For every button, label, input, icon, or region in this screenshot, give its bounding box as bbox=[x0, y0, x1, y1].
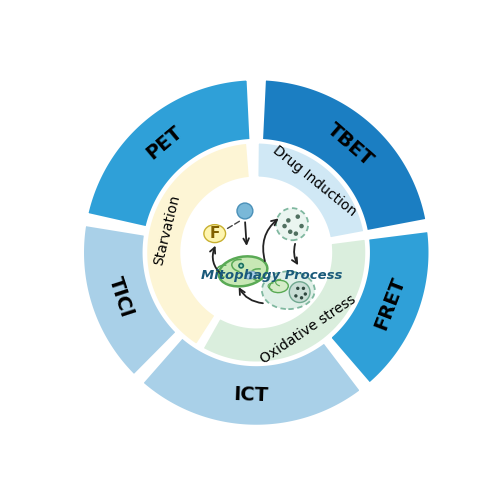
Text: F: F bbox=[210, 226, 220, 241]
Text: PET: PET bbox=[142, 122, 186, 164]
Polygon shape bbox=[146, 142, 250, 346]
Text: Mitophagy Process: Mitophagy Process bbox=[200, 268, 342, 281]
Circle shape bbox=[304, 292, 307, 296]
Polygon shape bbox=[330, 230, 430, 384]
Ellipse shape bbox=[204, 224, 226, 242]
Ellipse shape bbox=[262, 272, 315, 309]
Polygon shape bbox=[202, 238, 366, 363]
Polygon shape bbox=[262, 79, 427, 232]
Text: TBET: TBET bbox=[323, 120, 377, 170]
Polygon shape bbox=[254, 142, 256, 178]
Text: Drug Induction: Drug Induction bbox=[270, 142, 359, 218]
Circle shape bbox=[300, 296, 303, 300]
Text: Starvation: Starvation bbox=[151, 194, 182, 267]
Circle shape bbox=[300, 224, 304, 228]
Circle shape bbox=[182, 179, 330, 326]
Circle shape bbox=[237, 203, 253, 219]
Circle shape bbox=[276, 208, 308, 240]
Circle shape bbox=[302, 286, 305, 290]
Text: FRET: FRET bbox=[371, 274, 408, 333]
Circle shape bbox=[296, 286, 300, 290]
Circle shape bbox=[296, 214, 300, 219]
Polygon shape bbox=[82, 224, 177, 376]
Circle shape bbox=[282, 224, 287, 228]
Polygon shape bbox=[142, 337, 362, 426]
Text: TICl: TICl bbox=[105, 274, 136, 320]
Ellipse shape bbox=[218, 256, 268, 286]
Text: Oxidative stress: Oxidative stress bbox=[258, 292, 358, 366]
Ellipse shape bbox=[270, 280, 288, 292]
Polygon shape bbox=[87, 79, 251, 228]
Text: ICT: ICT bbox=[234, 386, 269, 406]
Circle shape bbox=[294, 294, 298, 298]
Polygon shape bbox=[257, 142, 365, 239]
Circle shape bbox=[290, 282, 310, 302]
Ellipse shape bbox=[245, 271, 256, 279]
Circle shape bbox=[238, 262, 244, 268]
Circle shape bbox=[294, 232, 298, 236]
Circle shape bbox=[286, 218, 290, 222]
Circle shape bbox=[240, 264, 242, 267]
Circle shape bbox=[288, 230, 292, 234]
